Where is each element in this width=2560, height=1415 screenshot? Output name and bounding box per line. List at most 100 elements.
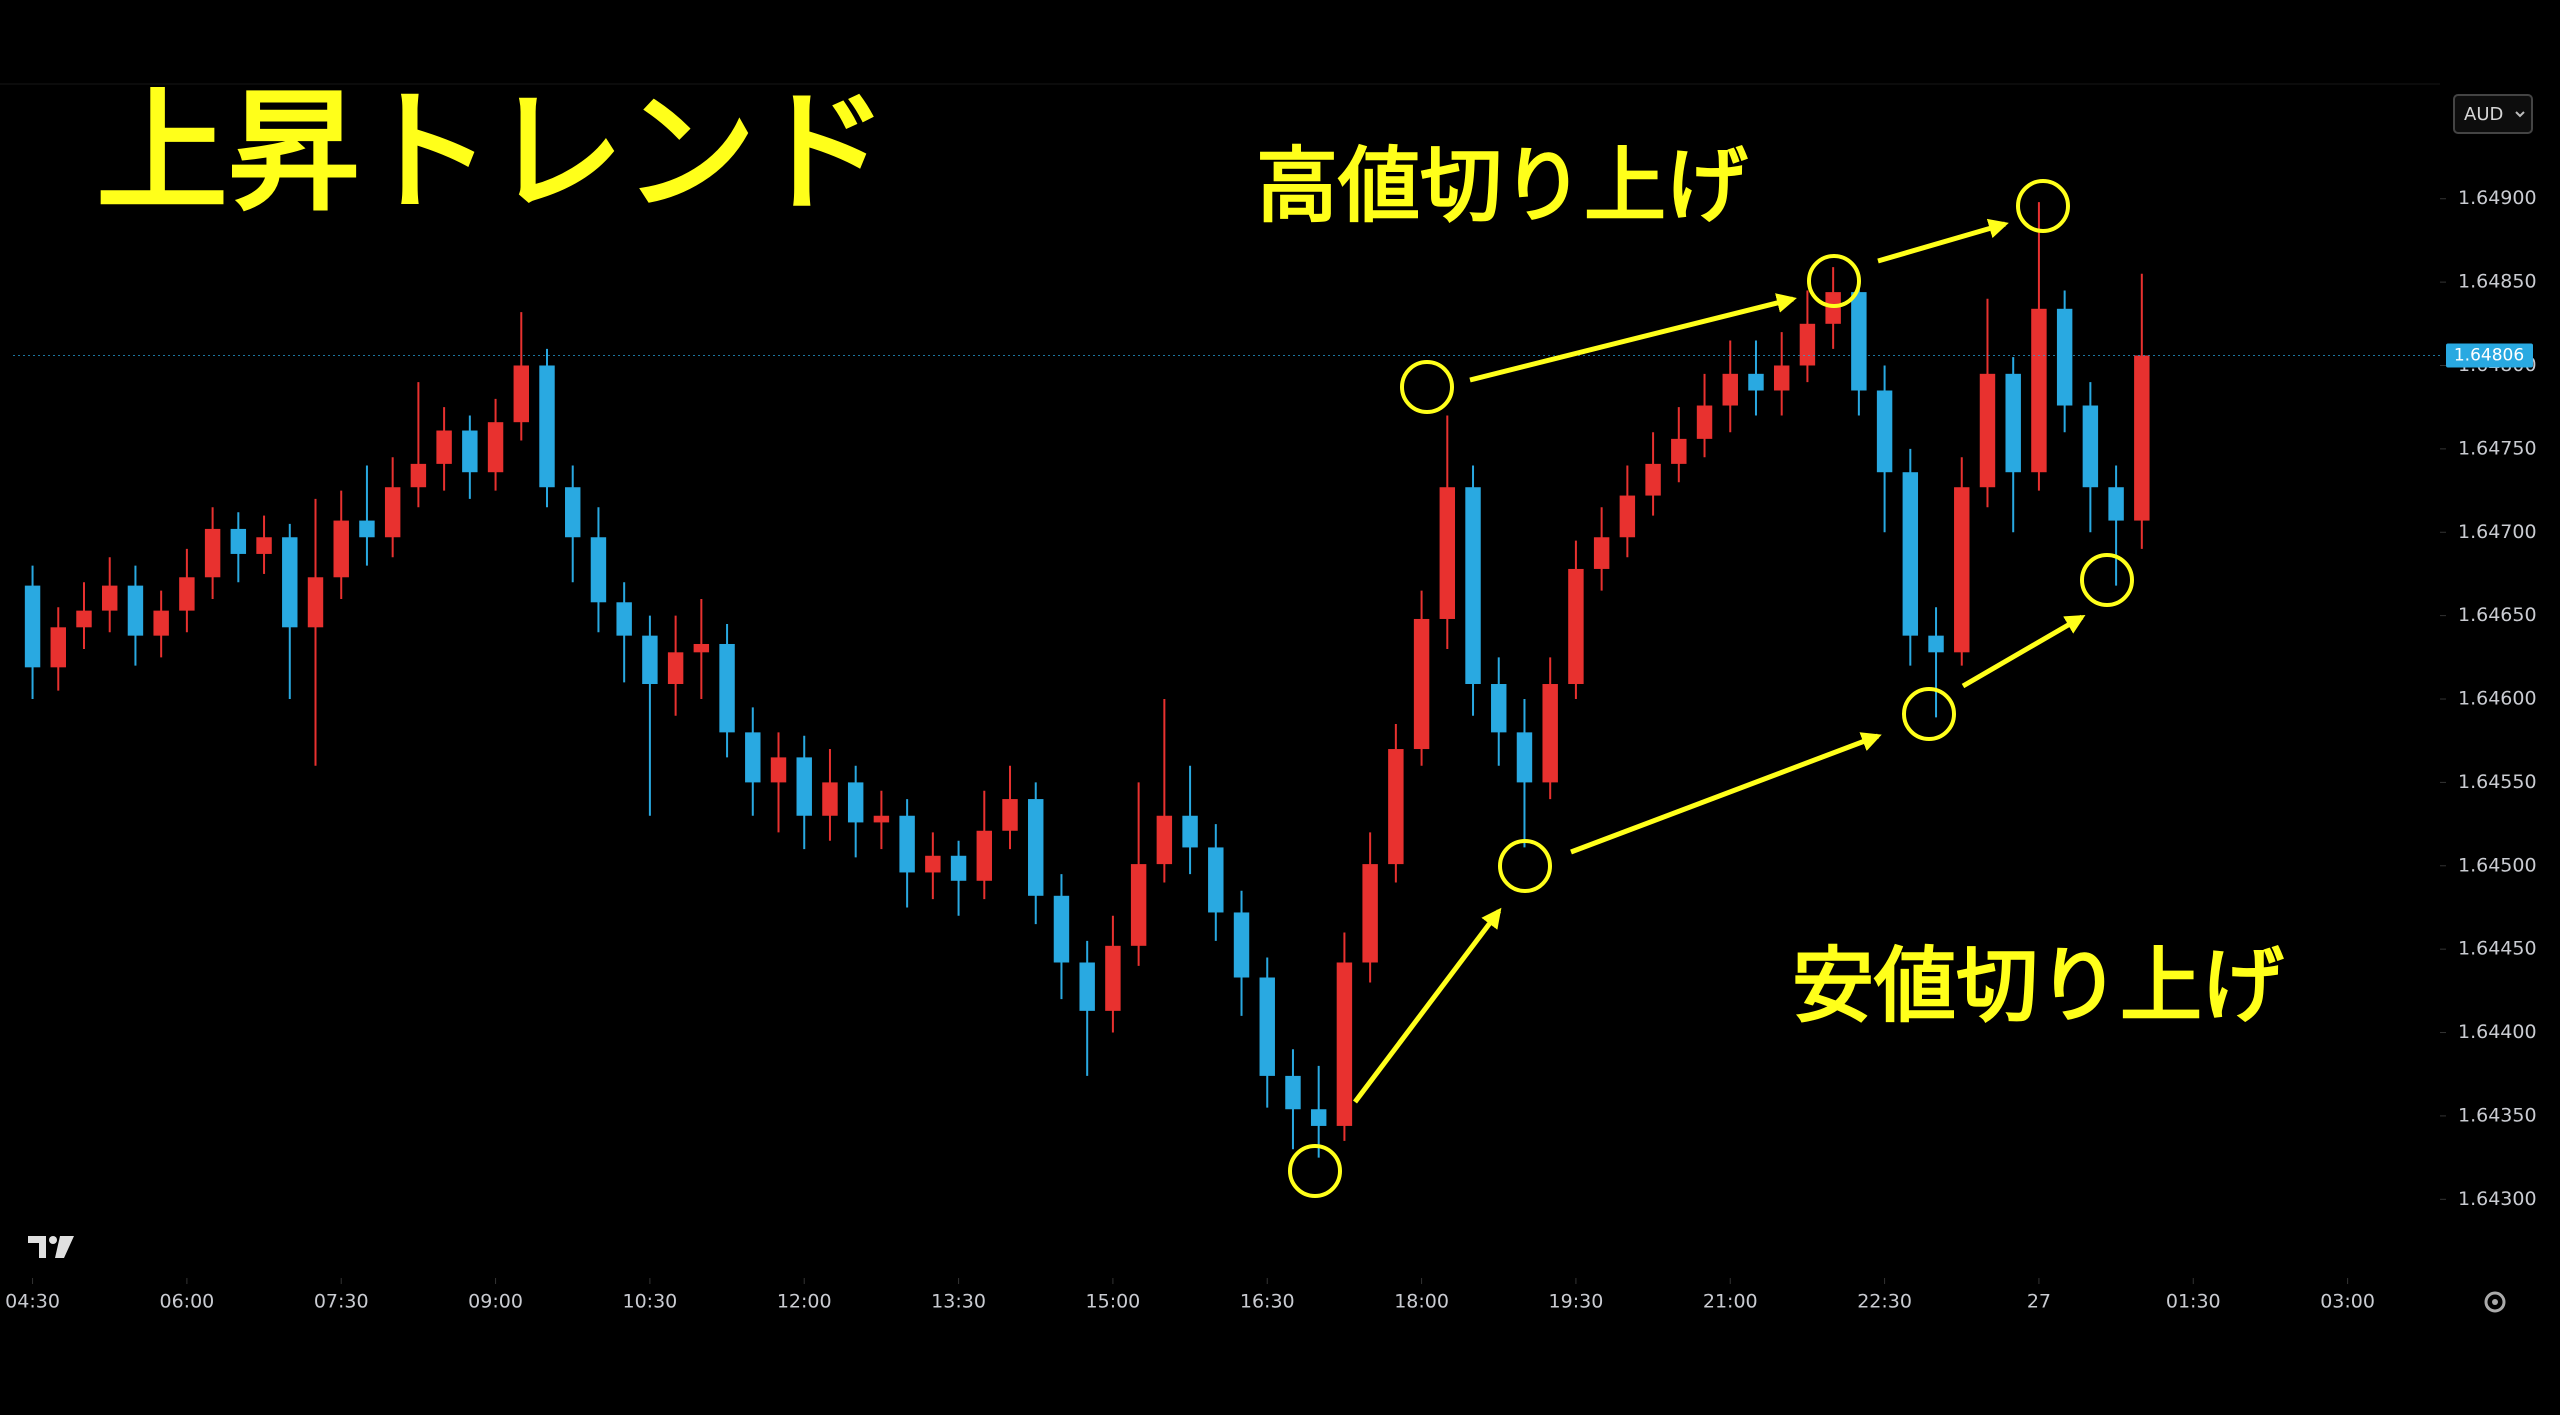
candle-body [1542, 684, 1558, 783]
candle-body [693, 643, 710, 653]
arrow [1469, 293, 1797, 383]
candle-body [950, 855, 967, 881]
candle-body [2056, 308, 2073, 406]
tv-logo [28, 1236, 74, 1258]
candle-body [590, 537, 607, 603]
candle-body [1851, 292, 1867, 391]
gear-hub [2492, 1299, 2498, 1305]
candle-body [1439, 487, 1456, 619]
candle-body [2134, 355, 2150, 521]
ring [2080, 553, 2134, 607]
y-tick-label: 1.64600 [2458, 688, 2537, 710]
x-tick-label: 09:00 [468, 1291, 523, 1313]
x-tick-label: 03:00 [2320, 1291, 2375, 1313]
candle-body [333, 520, 349, 578]
candle-body [282, 537, 298, 628]
gear[interactable] [2484, 1291, 2506, 1313]
candle-body [1954, 487, 1970, 653]
candle-body [410, 463, 427, 488]
last-price-box [2446, 343, 2533, 368]
x-tick-label: 01:30 [2166, 1291, 2221, 1313]
y-tick-label: 1.64400 [2458, 1021, 2537, 1043]
x-tick-label: 06:00 [160, 1291, 215, 1313]
candle-body [1285, 1075, 1301, 1110]
candle-body [899, 815, 915, 873]
candle-body [1671, 438, 1687, 464]
candle-body [102, 585, 118, 611]
candle-body [1979, 373, 1996, 488]
candle-body [719, 643, 735, 733]
candle-body [1028, 799, 1044, 896]
y-tick-label: 1.64650 [2458, 604, 2537, 626]
candle-body [1928, 635, 1944, 653]
arrow [1353, 907, 1502, 1104]
candle-body [616, 602, 632, 636]
candle-body [1568, 568, 1584, 685]
x-tick-label: 04:30 [5, 1291, 60, 1313]
candle-body [462, 430, 478, 473]
y-tick-label: 1.64550 [2458, 771, 2537, 793]
candle-body [50, 627, 66, 668]
candle-body [642, 635, 658, 685]
candle-body [822, 782, 838, 816]
ring [1288, 1144, 1342, 1198]
page-title: 上昇トレンド [96, 76, 888, 230]
y-tick-label: 1.64450 [2458, 938, 2537, 960]
last-price-label: 1.64806 [2454, 345, 2524, 365]
candle-body [1208, 847, 1224, 913]
candle-body [24, 585, 41, 668]
x-tick-label: 13:30 [931, 1291, 986, 1313]
y-tick-label: 1.64750 [2458, 437, 2537, 459]
candle-body [565, 487, 581, 538]
candle-body [1156, 815, 1173, 865]
logo-part [28, 1236, 46, 1258]
candle-body [1130, 864, 1147, 946]
candle-body [179, 577, 195, 611]
candle-body [1079, 962, 1095, 1011]
x-tick-label: 22:30 [1857, 1291, 1912, 1313]
annotation-arrows [1353, 218, 2086, 1104]
logo-part [55, 1236, 74, 1258]
higher-highs-label: 高値切り上げ [1256, 139, 1748, 234]
candle-body [1465, 487, 1481, 685]
candle-body [1645, 463, 1661, 496]
candle-body [1362, 864, 1378, 963]
candle-body [1182, 815, 1198, 848]
x-tick-label: 16:30 [1240, 1291, 1295, 1313]
candle-body [1002, 799, 1018, 831]
candle-body [1336, 962, 1353, 1126]
ring [2016, 179, 2070, 233]
candle-body [2005, 373, 2021, 473]
candle-body [1619, 495, 1636, 538]
symbol-text[interactable]: AUD [2464, 104, 2503, 125]
candle-body [2108, 487, 2124, 521]
chevron [2515, 111, 2525, 118]
candle-body [76, 610, 92, 628]
arrow [1570, 732, 1882, 855]
candle-body [1696, 405, 1713, 439]
x-tick-label: 21:00 [1703, 1291, 1758, 1313]
higher-lows-label: 安値切り上げ [1792, 939, 2284, 1034]
symbol-box[interactable] [2453, 94, 2533, 134]
candle-body [384, 487, 401, 538]
candle-body [1310, 1109, 1327, 1126]
candle-body [230, 528, 247, 554]
symbol-select[interactable]: AUD [2453, 94, 2533, 134]
x-tick-label: 19:30 [1549, 1291, 1604, 1313]
candle-body [1388, 749, 1404, 865]
candle-body [847, 782, 864, 823]
y-tick-label: 1.64300 [2458, 1188, 2537, 1210]
arrow [1877, 218, 2009, 264]
candle-body [153, 610, 169, 636]
candle-body [1593, 537, 1610, 569]
settings-icon[interactable] [2484, 1291, 2506, 1313]
x-tick-label: 10:30 [623, 1291, 678, 1313]
candle-body [1799, 323, 1816, 366]
x-tick-label: 12:00 [777, 1291, 832, 1313]
candle-body [1516, 732, 1533, 783]
candle-body [796, 757, 812, 816]
x-tick-label: 18:00 [1394, 1291, 1449, 1313]
candle-body [1259, 977, 1275, 1076]
y-tick-label: 1.64350 [2458, 1104, 2537, 1126]
